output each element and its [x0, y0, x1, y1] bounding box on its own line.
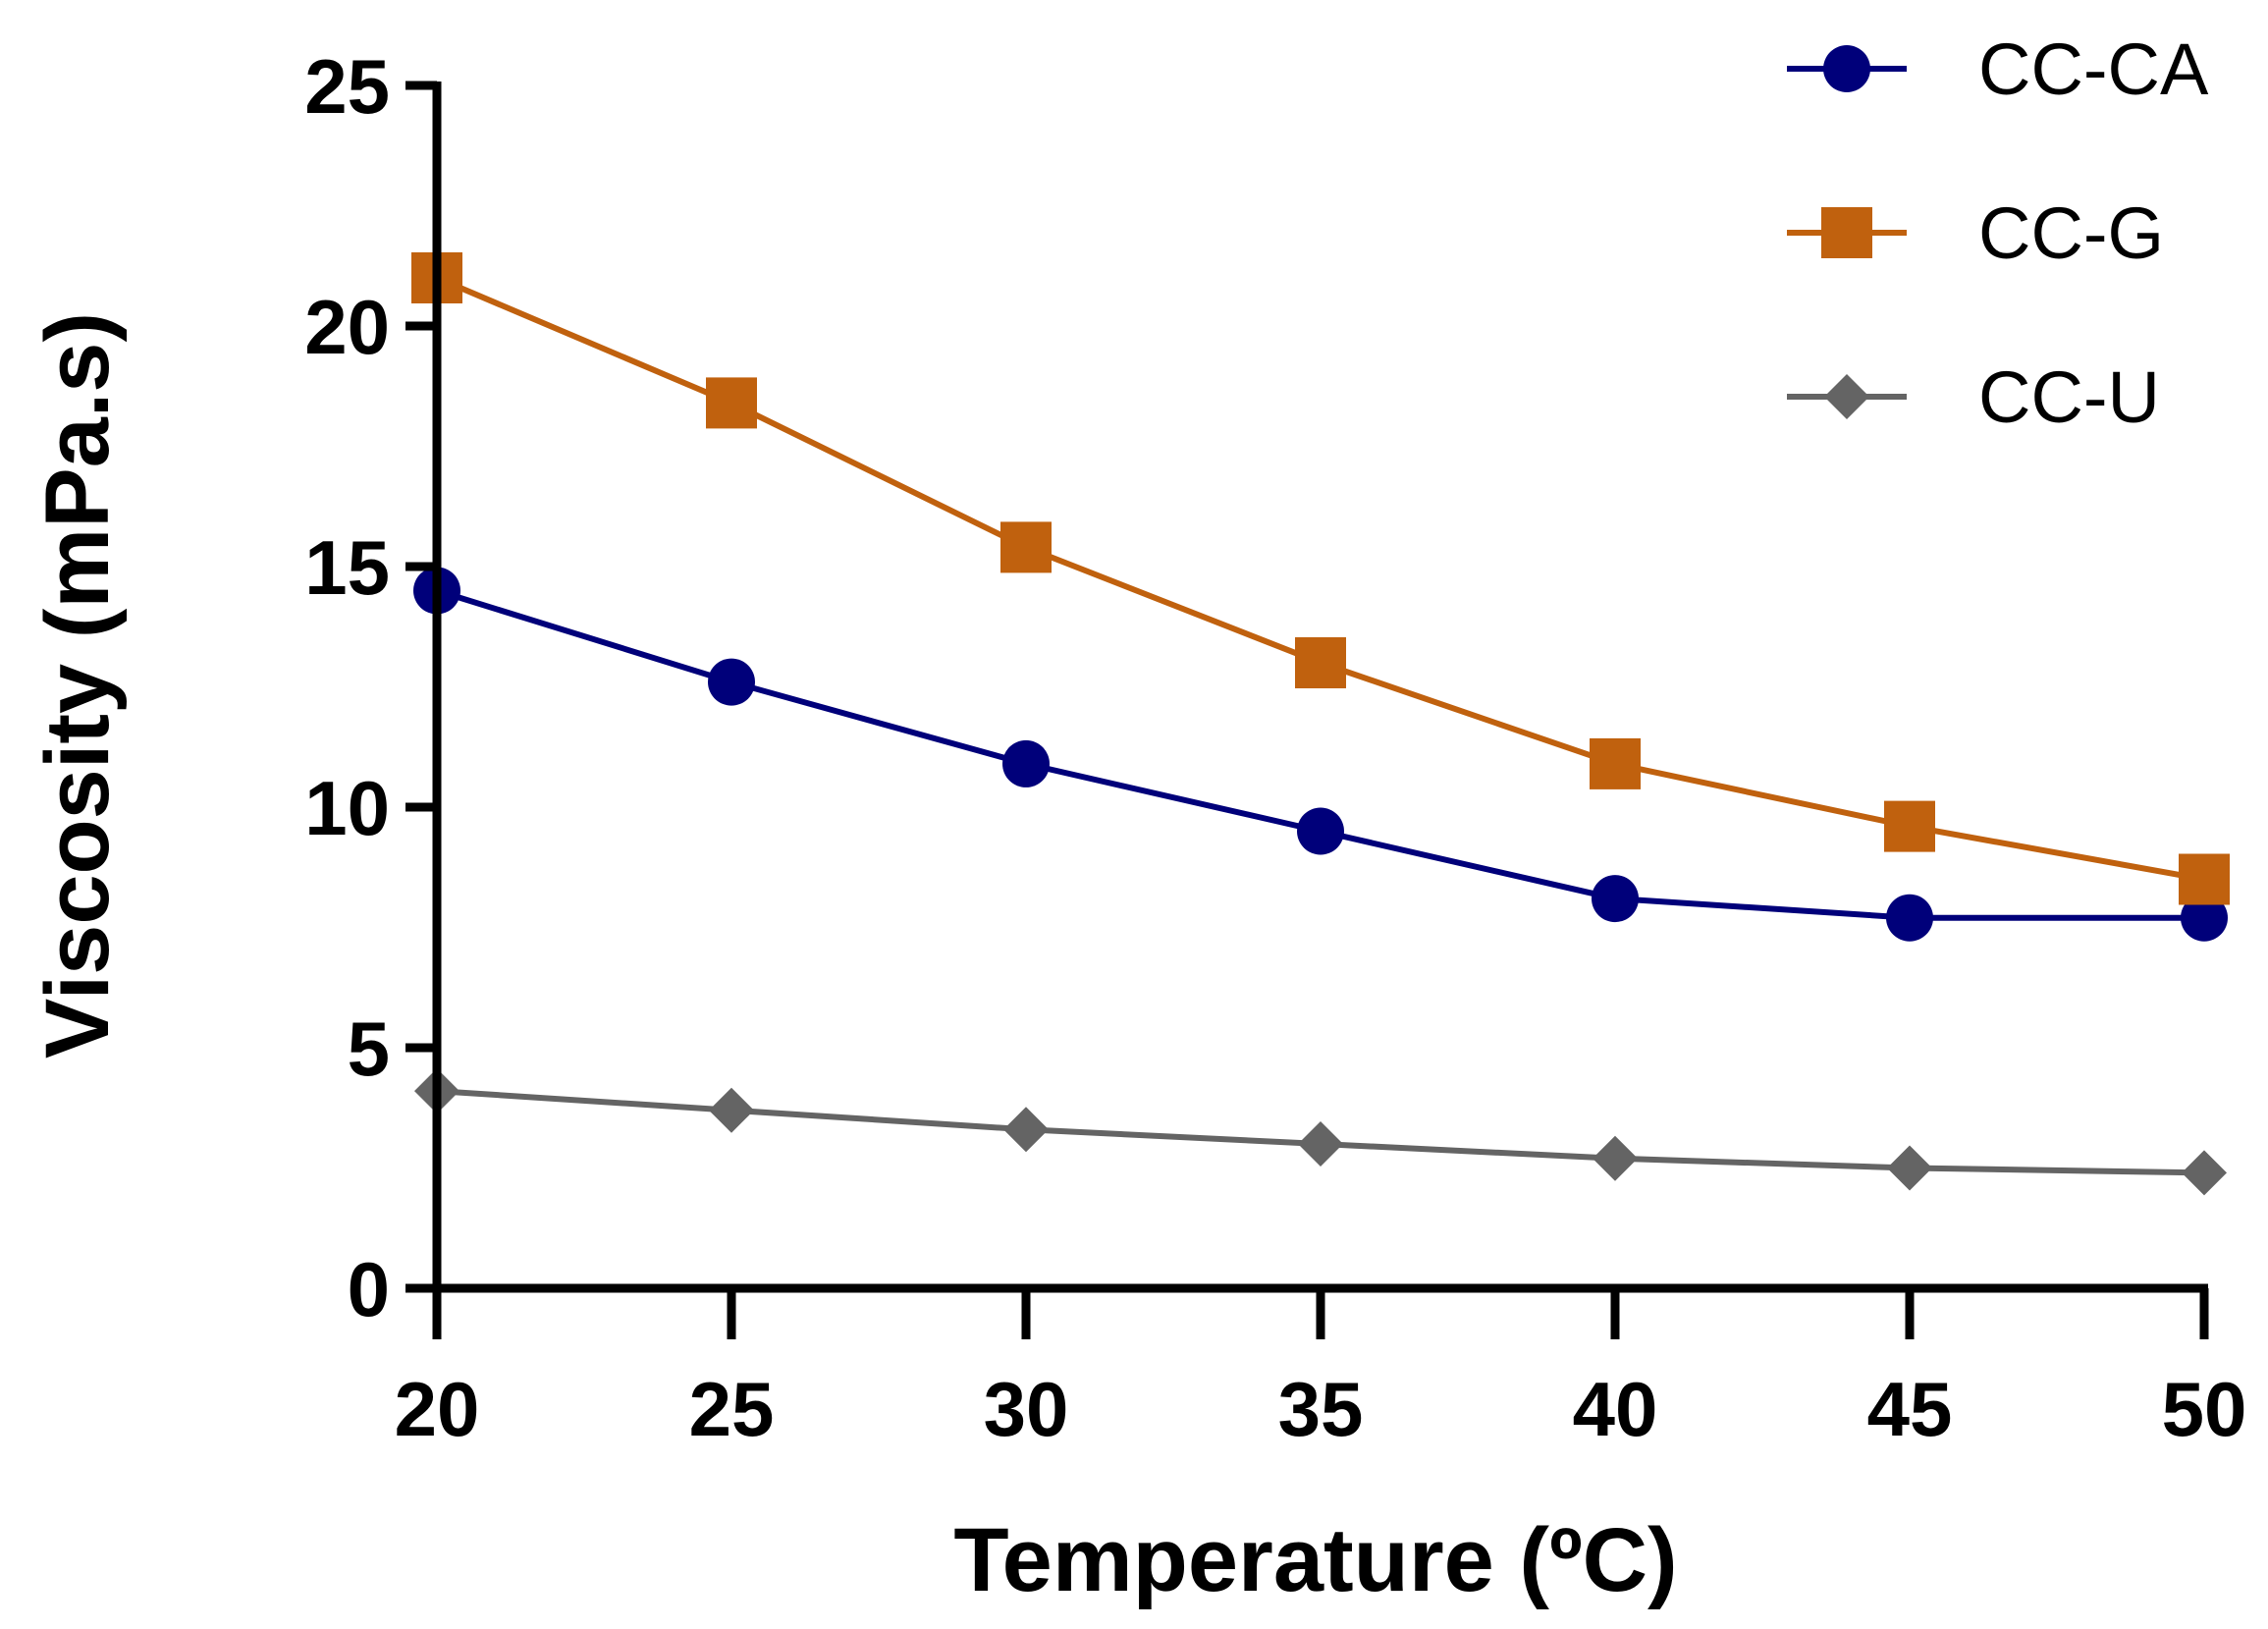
y-tick-label: 25 — [304, 43, 390, 130]
x-tick-label: 25 — [689, 1366, 775, 1452]
data-point-cc-ca — [2181, 894, 2228, 942]
series-layer — [411, 252, 2230, 1196]
data-point-cc-u — [1887, 1145, 1932, 1191]
data-point-cc-g — [1000, 521, 1052, 573]
x-axis-title: Temperature (ºC) — [953, 1510, 1677, 1610]
legend-label-cc-u: CC-U — [1978, 356, 2160, 438]
legend-marker-cc-g — [1821, 207, 1872, 258]
legend-marker-cc-ca — [1823, 45, 1870, 92]
x-ticks: 20 25 30 35 40 45 50 — [395, 1288, 2247, 1452]
y-tick-label: 5 — [348, 1005, 390, 1092]
legend-item-cc-g: CC-G — [1787, 192, 2164, 274]
legend-item-cc-ca: CC-CA — [1787, 28, 2209, 110]
data-point-cc-ca — [1002, 739, 1050, 787]
data-point-cc-ca — [1297, 807, 1344, 855]
x-tick-label: 20 — [395, 1366, 480, 1452]
data-point-cc-ca — [708, 658, 755, 706]
y-tick-label: 15 — [304, 524, 390, 611]
data-point-cc-ca — [1592, 875, 1639, 923]
legend-item-cc-u: CC-U — [1787, 356, 2160, 438]
data-point-cc-g — [706, 377, 757, 429]
x-tick-label: 35 — [1278, 1366, 1364, 1452]
legend-label-cc-ca: CC-CA — [1978, 28, 2209, 110]
data-point-cc-g — [1884, 800, 1935, 852]
data-point-cc-u — [1003, 1107, 1049, 1153]
y-tick-label: 20 — [304, 284, 390, 370]
data-point-cc-ca — [1886, 894, 1933, 942]
legend-label-cc-g: CC-G — [1978, 192, 2164, 274]
series-cc-ca — [413, 567, 2228, 942]
series-line-cc-g — [435, 275, 2205, 883]
series-cc-g — [411, 252, 2230, 905]
legend: CC-CA CC-G CC-U — [1787, 28, 2209, 438]
data-point-cc-g — [1295, 637, 1346, 688]
data-point-cc-u — [1593, 1135, 1638, 1181]
data-point-cc-u — [2182, 1150, 2227, 1196]
y-axis-title: Viscosity (mPa.s) — [27, 312, 128, 1059]
series-cc-u — [414, 1068, 2227, 1196]
x-tick-label: 50 — [2162, 1366, 2247, 1452]
data-point-cc-g — [2179, 853, 2230, 905]
data-point-cc-u — [709, 1087, 754, 1133]
y-tick-label: 0 — [348, 1246, 390, 1332]
y-tick-label: 10 — [304, 765, 390, 851]
data-point-cc-u — [1298, 1121, 1343, 1167]
legend-marker-cc-u — [1824, 374, 1869, 419]
data-point-cc-g — [1590, 737, 1641, 789]
y-ticks: 0 5 10 15 20 25 — [304, 43, 437, 1332]
x-tick-label: 30 — [984, 1366, 1069, 1452]
x-tick-label: 45 — [1867, 1366, 1953, 1452]
x-tick-label: 40 — [1573, 1366, 1658, 1452]
